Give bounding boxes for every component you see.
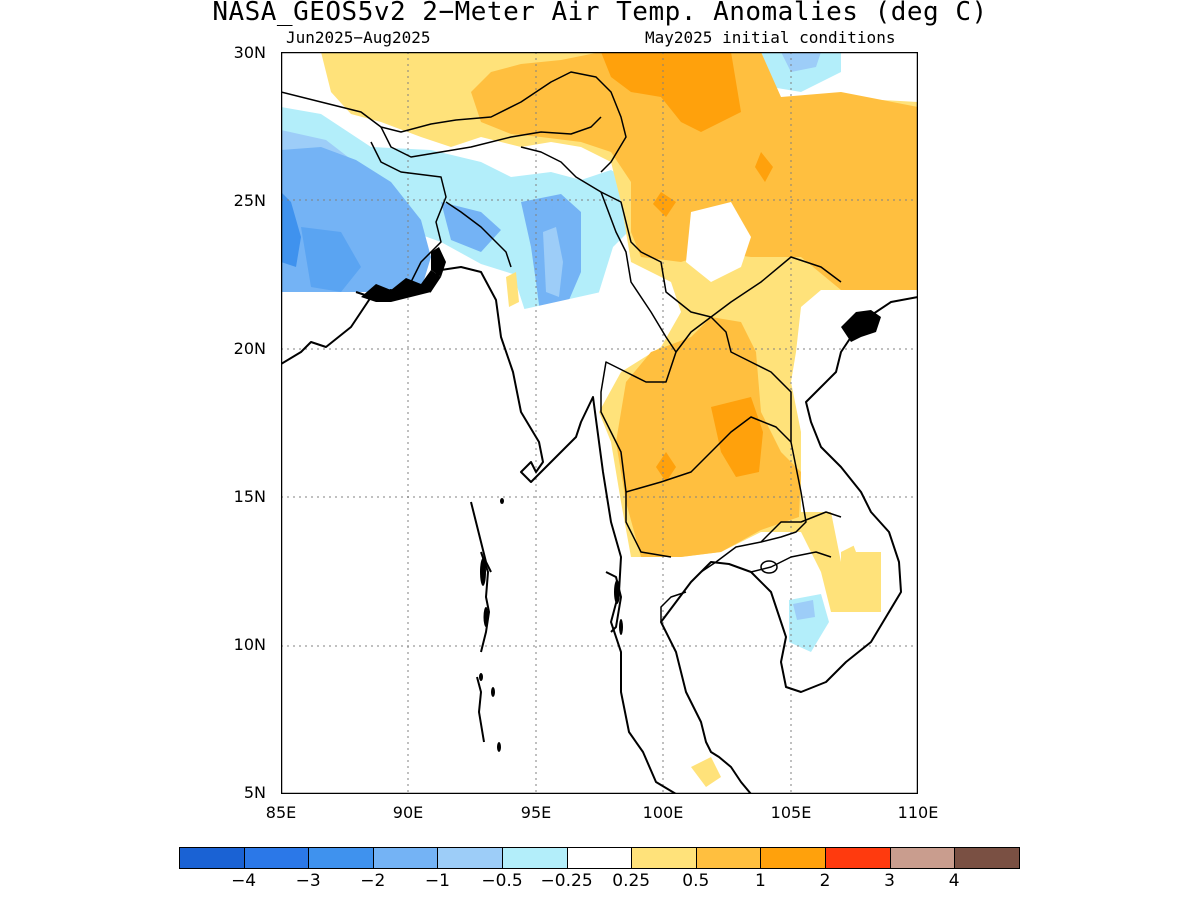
colorbar-label: 0.25 <box>612 871 651 891</box>
anomaly-cool-strong <box>281 192 301 267</box>
anomaly-warm-tip <box>691 757 721 787</box>
colorbar-label: −0.5 <box>481 871 523 891</box>
lon-label-100e: 100E <box>642 803 684 822</box>
colorbar-label: 4 <box>948 871 960 891</box>
colorbar-swatch <box>954 847 1020 869</box>
initial-conditions: May2025 initial conditions <box>645 28 896 47</box>
colorbar-label: 2 <box>819 871 831 891</box>
anomaly-cool-east-streak <box>543 227 563 297</box>
anomaly-cool-strong-2 <box>301 227 361 292</box>
colorbar-label: 3 <box>884 871 896 891</box>
anomaly-cool-north-core <box>781 52 821 72</box>
colorbar-swatch <box>437 847 503 869</box>
country-borders <box>280 71 842 622</box>
map-border <box>280 51 919 795</box>
anomaly-cool-mekong-core <box>793 600 815 620</box>
anomaly-neutral-yunnan <box>686 202 751 282</box>
anomaly-cool-blue-mid <box>441 202 501 252</box>
anomaly-warm-north-orange <box>471 52 918 290</box>
lat-lon-grid <box>281 52 918 794</box>
anomaly-warm-sichuan-spot <box>755 152 773 182</box>
colorbar-label: −4 <box>231 871 257 891</box>
colorbar-label: −3 <box>295 871 321 891</box>
map-panel <box>280 51 919 795</box>
colorbar-swatch <box>243 847 310 869</box>
colorbar-swatch <box>760 847 826 869</box>
sundarbans-delta <box>361 247 881 342</box>
colorbar-label: 1 <box>754 871 766 891</box>
lat-label-25n: 25N <box>233 191 266 210</box>
lat-label-15n: 15N <box>233 487 266 506</box>
colorbar-swatch <box>889 847 956 869</box>
anomaly-neutral-vietnam-n <box>801 290 918 552</box>
colorbar-label: 0.5 <box>682 871 710 891</box>
anomaly-warm-myanmar-dot2 <box>506 272 519 307</box>
lon-label-95e: 95E <box>520 803 552 822</box>
colorbar-swatch <box>179 847 245 869</box>
lon-label-105e: 105E <box>770 803 812 822</box>
lon-label-90e: 90E <box>392 803 424 822</box>
lat-label-20n: 20N <box>233 339 266 358</box>
islands <box>479 498 778 752</box>
lat-label-30n: 30N <box>233 43 266 62</box>
colorbar-swatch <box>825 847 891 869</box>
colorbar-label: −2 <box>360 871 386 891</box>
colorbar-label: −0.25 <box>540 871 593 891</box>
anomaly-cool-blue-dot <box>551 197 566 212</box>
map-title: NASA_GEOS5v2 2−Meter Air Temp. Anomalies… <box>212 0 988 27</box>
colorbar-swatch <box>502 847 568 869</box>
anomaly-warm-north-deep <box>601 52 741 132</box>
colorbar-swatch <box>695 847 762 869</box>
colorbar-label: −1 <box>424 871 450 891</box>
anomaly-warm-yunnan-spot <box>653 192 676 217</box>
anomaly-cool-north <box>761 52 841 92</box>
anomaly-map <box>280 51 919 795</box>
colorbar-end <box>1018 847 1020 869</box>
anomaly-warm-south <box>841 542 871 612</box>
colorbar-swatch <box>566 847 633 869</box>
lon-label-85e: 85E <box>265 803 297 822</box>
lat-label-5n: 5N <box>243 783 266 802</box>
lon-label-110e: 110E <box>897 803 939 822</box>
colorbar-swatch <box>372 847 439 869</box>
colorbar-swatch <box>631 847 697 869</box>
forecast-period: Jun2025−Aug2025 <box>286 28 431 47</box>
lat-label-10n: 10N <box>233 635 266 654</box>
colorbar-swatch <box>308 847 374 869</box>
anomaly-warm-thai-spot <box>656 452 676 482</box>
anomaly-warm-laos <box>616 317 801 557</box>
